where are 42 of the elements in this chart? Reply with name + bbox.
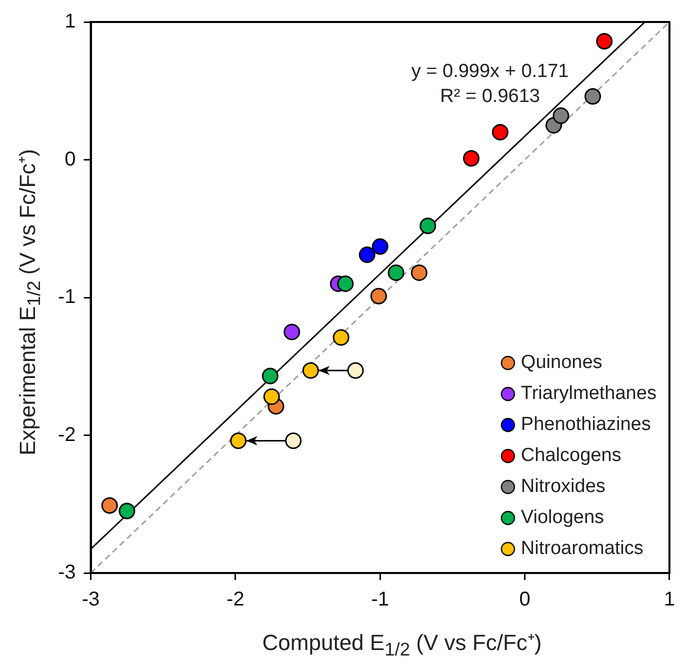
point <box>263 388 280 405</box>
annotation: y = 0.999x + 0.171 <box>411 61 569 82</box>
point <box>372 238 388 255</box>
legend-label: Viologens <box>520 507 604 528</box>
point <box>388 264 404 281</box>
point <box>463 150 480 167</box>
point <box>302 362 319 379</box>
point <box>596 33 613 50</box>
point <box>584 88 602 105</box>
point <box>230 432 247 450</box>
point <box>284 324 300 340</box>
point <box>492 124 508 140</box>
legend-label: Chalcogens <box>520 445 622 466</box>
x-tick-label: -3 <box>82 588 100 611</box>
x-axis-title: Computed E$_{1/2}$ (V vs Fc/Fc⁺) <box>261 629 543 660</box>
point <box>262 368 278 384</box>
legend-label: Nitroxides <box>520 476 606 498</box>
point <box>285 432 302 450</box>
y-tick-label: 0 <box>64 148 76 170</box>
point <box>101 497 118 514</box>
point <box>332 329 350 346</box>
point <box>410 264 428 281</box>
point <box>552 107 570 124</box>
x-tick-label: -1 <box>371 588 390 611</box>
point <box>370 288 387 304</box>
point <box>337 275 354 292</box>
point <box>420 218 436 234</box>
point <box>118 502 136 520</box>
legend-label: Quinones <box>520 352 602 374</box>
x-tick-label: 0 <box>519 588 530 611</box>
x-tick-label: 1 <box>664 588 675 611</box>
x-tick-label: -2 <box>226 588 244 611</box>
legend-label: Phenothiazines <box>520 414 651 436</box>
point <box>347 362 364 379</box>
legend-label: Triarylmethanes <box>520 383 656 404</box>
y-tick-label: -3 <box>58 562 76 584</box>
legend-label: Nitroaromatics <box>520 538 644 560</box>
point <box>358 246 376 264</box>
annotation: R² = 0.9613 <box>440 86 540 108</box>
y-tick-label: -1 <box>58 286 76 308</box>
y-tick-label: -2 <box>58 424 76 446</box>
y-tick-label: 1 <box>64 10 76 33</box>
